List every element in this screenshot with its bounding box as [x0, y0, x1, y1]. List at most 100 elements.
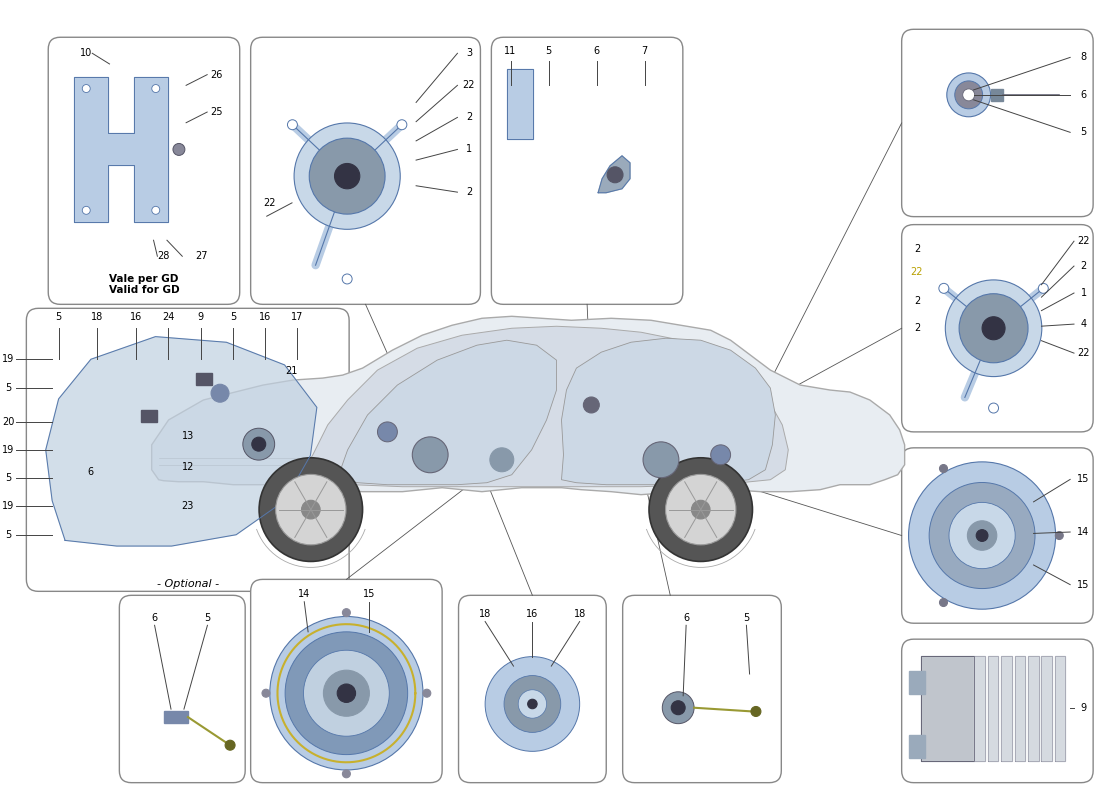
Text: 19: 19	[2, 502, 14, 511]
PathPatch shape	[152, 316, 904, 494]
Circle shape	[285, 632, 408, 754]
Text: 3: 3	[466, 48, 472, 58]
Polygon shape	[1055, 656, 1066, 761]
Circle shape	[1038, 283, 1048, 294]
Circle shape	[955, 81, 982, 109]
Text: 5: 5	[6, 473, 12, 483]
Polygon shape	[910, 670, 925, 694]
Text: 6: 6	[594, 46, 600, 56]
Text: 1: 1	[466, 145, 472, 154]
FancyBboxPatch shape	[623, 595, 781, 782]
Text: 17: 17	[292, 312, 304, 322]
Text: 9: 9	[1080, 703, 1087, 713]
Text: 2: 2	[465, 187, 472, 197]
Circle shape	[226, 740, 235, 750]
Polygon shape	[991, 89, 1002, 101]
Text: 24: 24	[162, 312, 175, 322]
Text: 22: 22	[463, 80, 475, 90]
FancyBboxPatch shape	[459, 595, 606, 782]
Text: 18: 18	[91, 312, 103, 322]
Polygon shape	[1014, 656, 1025, 761]
Text: 22: 22	[263, 198, 275, 208]
Circle shape	[976, 530, 988, 542]
Text: 5: 5	[546, 46, 552, 56]
Circle shape	[989, 403, 999, 413]
Circle shape	[173, 143, 185, 155]
Polygon shape	[1001, 656, 1012, 761]
Text: 14: 14	[298, 589, 310, 598]
Text: 25: 25	[210, 107, 223, 117]
Text: - Optional -: - Optional -	[156, 579, 219, 590]
Polygon shape	[46, 337, 317, 546]
Text: 11: 11	[505, 46, 517, 56]
Polygon shape	[975, 656, 984, 761]
Text: 22: 22	[1077, 236, 1090, 246]
Circle shape	[412, 437, 448, 473]
Circle shape	[211, 384, 229, 402]
Text: 22: 22	[1077, 348, 1090, 358]
Circle shape	[692, 500, 711, 519]
Circle shape	[338, 684, 355, 702]
Circle shape	[334, 163, 360, 189]
Circle shape	[671, 701, 685, 714]
Circle shape	[962, 89, 975, 101]
Polygon shape	[1042, 656, 1052, 761]
Text: 5: 5	[1080, 127, 1087, 138]
Circle shape	[287, 120, 297, 130]
PathPatch shape	[561, 338, 776, 485]
Text: 16: 16	[130, 312, 142, 322]
Polygon shape	[598, 156, 630, 193]
Text: 5: 5	[55, 312, 62, 322]
Circle shape	[930, 482, 1035, 589]
Circle shape	[301, 500, 320, 519]
Text: 13: 13	[182, 430, 194, 441]
Circle shape	[82, 85, 90, 93]
Circle shape	[909, 462, 1056, 609]
FancyBboxPatch shape	[492, 38, 683, 304]
Circle shape	[959, 294, 1028, 362]
Circle shape	[947, 73, 991, 117]
Circle shape	[377, 422, 397, 442]
Text: 15: 15	[363, 589, 375, 598]
Text: 2: 2	[1080, 261, 1087, 271]
Circle shape	[751, 706, 761, 717]
Text: 6: 6	[1080, 90, 1087, 100]
Circle shape	[422, 690, 431, 698]
Text: 14: 14	[1077, 527, 1090, 537]
Polygon shape	[507, 70, 534, 138]
Circle shape	[949, 502, 1015, 569]
Circle shape	[262, 690, 270, 698]
Circle shape	[490, 448, 514, 472]
Circle shape	[276, 474, 346, 545]
Circle shape	[1055, 531, 1064, 539]
Text: 16: 16	[526, 609, 539, 619]
Circle shape	[607, 167, 623, 182]
Circle shape	[666, 474, 736, 545]
Circle shape	[152, 85, 160, 93]
Circle shape	[518, 690, 547, 718]
Circle shape	[485, 657, 580, 751]
Text: 20: 20	[2, 417, 14, 426]
Circle shape	[304, 650, 389, 736]
Text: 23: 23	[182, 502, 194, 511]
Circle shape	[945, 280, 1042, 377]
Polygon shape	[164, 711, 188, 723]
Circle shape	[309, 138, 385, 214]
Text: 18: 18	[478, 609, 492, 619]
Text: 21: 21	[285, 366, 297, 375]
Text: 22: 22	[911, 267, 923, 278]
Text: 2: 2	[914, 323, 920, 334]
Circle shape	[583, 397, 600, 413]
Polygon shape	[988, 656, 999, 761]
FancyBboxPatch shape	[902, 225, 1093, 432]
Text: 27: 27	[195, 251, 208, 262]
Text: 1: 1	[1080, 288, 1087, 298]
Text: 6: 6	[88, 467, 94, 478]
Polygon shape	[910, 735, 925, 758]
Circle shape	[342, 609, 351, 617]
Text: 26: 26	[210, 70, 223, 80]
Text: 15: 15	[1077, 580, 1090, 590]
Text: 5: 5	[230, 312, 236, 322]
Text: 19: 19	[2, 445, 14, 455]
FancyBboxPatch shape	[902, 30, 1093, 217]
